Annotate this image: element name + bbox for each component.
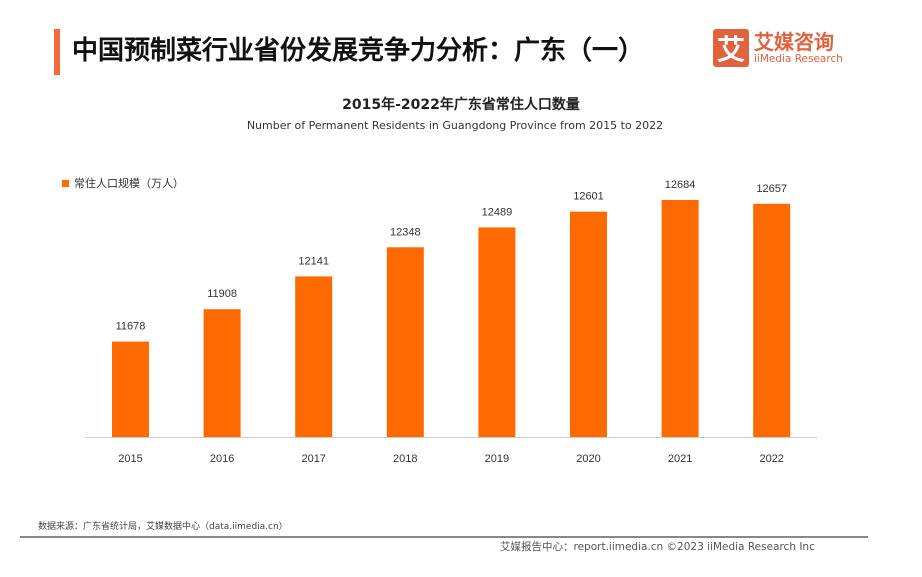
legend-swatch	[62, 179, 69, 187]
page-title: 中国预制菜行业省份发展竞争力分析：广东（一）	[72, 36, 645, 66]
x-tick-label-2015: 2015	[118, 453, 142, 465]
data-label-2019: 12489	[482, 206, 513, 218]
logo: 艾 艾媒咨询 iiMedia Research	[713, 29, 843, 67]
legend: 常住人口规模（万人）	[62, 175, 184, 191]
data-label-2020: 12601	[573, 191, 604, 203]
x-tick-label-2019: 2019	[485, 453, 509, 465]
bar-2015	[112, 341, 149, 437]
x-tick-label-2016: 2016	[210, 453, 234, 465]
x-tick-label-2018: 2018	[393, 453, 417, 465]
x-tick-label-2020: 2020	[576, 453, 600, 465]
footer-credit: 艾媒报告中心：report.iimedia.cn ©2023 iiMedia R…	[500, 541, 815, 553]
logo-cn: 艾媒咨询	[754, 29, 834, 54]
footer-divider	[20, 536, 868, 538]
data-label-2022: 12657	[756, 183, 787, 195]
chart-subtitle: Number of Permanent Residents in Guangdo…	[246, 119, 664, 132]
bar-2016	[203, 309, 241, 437]
bar-2018	[386, 247, 424, 437]
bar-2022	[753, 203, 791, 437]
x-tick-label-2021: 2021	[668, 453, 692, 465]
bar-2020	[570, 211, 607, 437]
x-tick-label-2022: 2022	[759, 453, 783, 465]
x-tick-label-2017: 2017	[301, 453, 325, 465]
data-source: 数据来源：广东省统计局，艾媒数据中心（data.iimedia.cn）	[38, 522, 288, 532]
data-label-2015: 11678	[116, 321, 146, 333]
logo-mark: 艾	[713, 29, 749, 67]
title-accent-bar	[54, 29, 60, 75]
chart-title: 2015年-2022年广东省常住人口数量	[342, 97, 580, 113]
logo-text: 艾媒咨询 iiMedia Research	[754, 31, 843, 66]
data-label-2016: 11908	[207, 288, 237, 300]
data-label-2017: 12141	[298, 255, 329, 267]
bar-2019	[478, 227, 516, 437]
data-label-2021: 12684	[665, 179, 696, 191]
logo-en: iiMedia Research	[754, 52, 843, 65]
bar-2017	[295, 276, 333, 437]
bar-2021	[661, 200, 699, 437]
data-label-2018: 12348	[390, 226, 421, 238]
legend-label: 常住人口规模（万人）	[74, 177, 184, 190]
